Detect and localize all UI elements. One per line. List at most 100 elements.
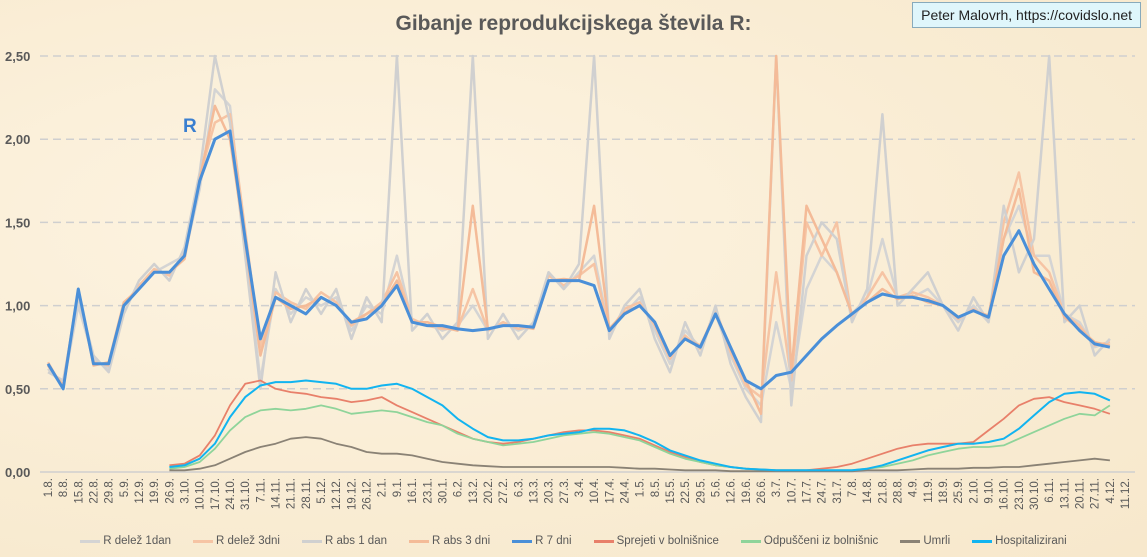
- x-tick-label: 14.8.: [862, 478, 874, 504]
- legend-swatch: [593, 539, 614, 543]
- x-tick-label: 31.7.: [832, 478, 844, 504]
- series-line-r-7-dni: [46, 129, 1111, 391]
- legend-item: Odpuščeni iz bolnišnic: [740, 535, 879, 547]
- x-tick-label: 16.10.: [999, 478, 1011, 510]
- x-tick-label: 6.11.: [1044, 478, 1056, 503]
- legend-swatch: [900, 539, 921, 543]
- legend-item: R 7 dni: [512, 535, 572, 547]
- legend-label: Odpuščeni iz bolnišnic: [763, 535, 879, 547]
- x-tick-label: 17.7.: [802, 478, 814, 504]
- legend-item: R abs 3 dni: [408, 535, 491, 547]
- x-tick-label: 30.1.: [437, 478, 449, 504]
- x-tick-label: 29.5.: [695, 478, 707, 504]
- x-tick-label: 21.8.: [877, 478, 889, 504]
- x-tick-label: 13.11.: [1059, 478, 1071, 509]
- x-tick-label: 27.11.: [1090, 478, 1102, 509]
- legend-label: Sprejeti v bolnišnice: [616, 535, 719, 547]
- legend-item: Hospitalizirani: [972, 535, 1067, 547]
- y-tick-label: 0,00: [5, 465, 30, 480]
- x-tick-label: 6.2.: [453, 478, 465, 497]
- x-tick-label: 28.11.: [301, 478, 313, 509]
- x-tick-label: 28.8.: [893, 478, 905, 504]
- x-tick-label: 26.6.: [756, 478, 768, 504]
- x-tick-label: 12.9.: [134, 478, 146, 504]
- x-tick-label: 3.7.: [771, 478, 783, 497]
- x-tick-label: 25.9.: [953, 478, 965, 504]
- x-tick-label: 11.9.: [923, 478, 935, 503]
- x-tick-label: 17.4.: [604, 478, 616, 504]
- x-tick-label: 13.2.: [468, 478, 480, 504]
- legend: R delež 1dan R delež 3dni R abs 1 dan R abs…: [0, 535, 1147, 547]
- x-tick-label: 3.4.: [574, 478, 586, 497]
- x-tick-label: 13.3.: [528, 478, 540, 504]
- x-tick-label: 7.11.: [255, 478, 267, 503]
- legend-label: R delež 3dni: [216, 535, 280, 547]
- legend-label: Hospitalizirani: [995, 535, 1067, 547]
- x-tick-label: 22.5.: [680, 478, 692, 504]
- legend-swatch: [301, 539, 322, 543]
- x-tick-label: 19.6.: [741, 478, 753, 504]
- x-tick-label: 26.9.: [164, 478, 176, 504]
- legend-item: Umrli: [900, 535, 950, 547]
- series-line-hospitalizirani: [169, 379, 1111, 472]
- x-tick-label: 30.10.: [1029, 478, 1041, 510]
- legend-label: R abs 3 dni: [431, 535, 491, 547]
- x-tick-label: 20.3.: [544, 478, 556, 504]
- legend-swatch: [740, 539, 761, 543]
- x-tick-label: 18.9.: [938, 478, 950, 504]
- x-tick-label: 10.4.: [589, 478, 601, 504]
- legend-label: R 7 dni: [535, 535, 572, 547]
- y-tick-label: 2,00: [5, 132, 30, 147]
- x-tick-label: 16.1.: [407, 478, 419, 504]
- x-tick-label: 12.6.: [726, 478, 738, 504]
- x-tick-label: 26.12.: [362, 478, 374, 510]
- x-tick-label: 23.1.: [422, 478, 434, 504]
- x-tick-label: 7.8.: [847, 478, 859, 497]
- x-tick-label: 24.7.: [817, 478, 829, 504]
- x-tick-label: 1.8.: [43, 478, 55, 497]
- legend-swatch: [512, 539, 533, 543]
- legend-item: R abs 1 dan: [301, 535, 387, 547]
- x-tick-label: 5.6.: [710, 478, 722, 497]
- legend-label: R abs 1 dan: [324, 535, 387, 547]
- x-tick-label: 2.1.: [377, 478, 389, 497]
- x-tick-label: 24.4.: [619, 478, 631, 504]
- x-tick-label: 31.10.: [240, 478, 252, 510]
- legend-swatch: [972, 539, 993, 543]
- legend-label: Umrli: [923, 535, 951, 547]
- series-line-umrli: [169, 436, 1111, 473]
- legend-swatch: [193, 539, 214, 543]
- x-tick-label: 10.7.: [786, 478, 798, 504]
- y-tick-label: 1,50: [5, 215, 30, 230]
- x-tick-label: 8.5.: [650, 478, 662, 497]
- x-tick-label: 15.5.: [665, 478, 677, 504]
- x-tick-label: 10.10.: [195, 478, 207, 510]
- x-tick-label: 2.10.: [968, 478, 980, 504]
- series-line-r-abs-1-dan: [47, 54, 1111, 424]
- x-tick-label: 1.5.: [635, 478, 647, 497]
- x-tick-label: 20.11.: [1075, 478, 1087, 509]
- x-tick-label: 15.8.: [73, 478, 85, 504]
- y-tick-label: 1,00: [5, 299, 30, 314]
- x-tick-label: 9.10.: [984, 478, 996, 504]
- x-tick-label: 23.10.: [1014, 478, 1026, 510]
- x-tick-label: 5.9.: [119, 478, 131, 497]
- x-tick-label: 9.1.: [392, 478, 404, 497]
- x-tick-label: 4.12.: [1105, 478, 1117, 504]
- x-tick-label: 19.9.: [149, 478, 161, 504]
- x-tick-label: 29.8.: [104, 478, 116, 504]
- x-tick-label: 17.10.: [210, 478, 222, 510]
- x-tick-label: 21.11.: [286, 478, 298, 509]
- legend-item: R delež 1dan: [80, 535, 171, 547]
- chart-title: Gibanje reprodukcijskega števila R:: [395, 12, 752, 35]
- x-tick-label: 4.9.: [908, 478, 920, 497]
- series-line-odpu-eni-iz-bolni-nic: [169, 404, 1111, 472]
- y-tick-label: 2,50: [5, 49, 30, 64]
- x-tick-label: 27.2.: [498, 478, 510, 504]
- y-tick-label: 0,50: [5, 382, 30, 397]
- x-tick-label: 12.12.: [331, 478, 343, 510]
- x-tick-label: 11.12.: [1120, 478, 1132, 509]
- x-tick-label: 5.12.: [316, 478, 328, 504]
- x-tick-label: 27.3.: [559, 478, 571, 504]
